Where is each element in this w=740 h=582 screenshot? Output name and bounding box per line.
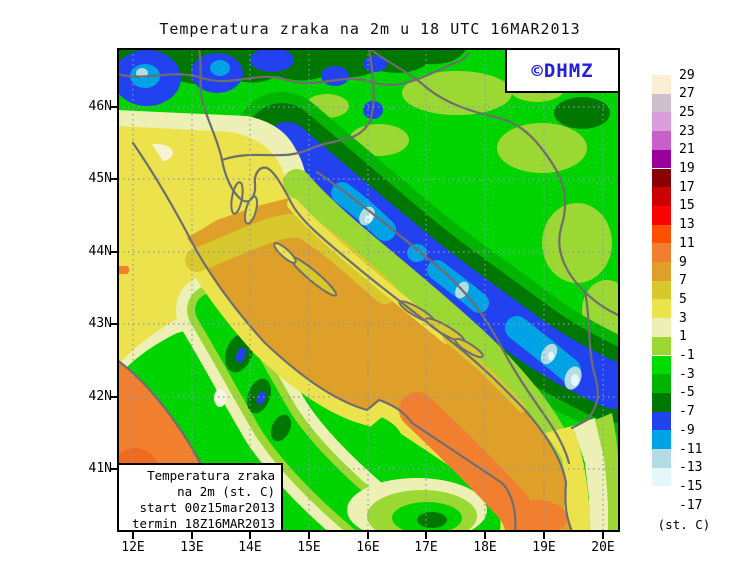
sea-orange-band <box>399 392 567 531</box>
colorbar-swatch <box>652 318 671 337</box>
colorbar-swatch <box>652 243 671 262</box>
lat-label: 42N <box>88 389 112 404</box>
lon-tick <box>191 532 193 539</box>
run-info-line: Temperatura zraka <box>147 468 275 483</box>
colorbar-label: 17 <box>679 179 695 195</box>
lon-label: 19E <box>532 540 556 555</box>
lat-label: 41N <box>88 461 112 476</box>
alps-cold-spots <box>118 49 387 119</box>
colorbar-swatch <box>652 336 671 356</box>
colorbar-label: 21 <box>679 142 695 158</box>
lat-tick <box>110 468 117 470</box>
lon-label: 13E <box>180 540 204 555</box>
colorbar-swatch <box>652 131 671 150</box>
map-canvas <box>117 48 620 532</box>
dhmz-copyright-badge: ©DHMZ <box>505 48 620 93</box>
page-title: Temperatura zraka na 2m u 18 UTC 16MAR20… <box>159 20 581 38</box>
lon-label: 15E <box>297 540 321 555</box>
colorbar-label: 13 <box>679 217 695 233</box>
lat-label: 45N <box>88 171 112 186</box>
dhmz-copyright-label: ©DHMZ <box>531 59 594 82</box>
colorbar-label: 23 <box>679 123 695 139</box>
lon-label: 12E <box>121 540 145 555</box>
colorbar-label: 27 <box>679 86 695 102</box>
run-info-line: na 2m (st. C) <box>177 484 275 499</box>
lon-tick <box>132 532 134 539</box>
lat-tick <box>110 396 117 398</box>
lon-label: 16E <box>356 540 380 555</box>
lat-label: 46N <box>88 99 112 114</box>
colorbar-label: -1 <box>679 348 695 363</box>
lat-tick <box>110 178 117 180</box>
lat-label: 43N <box>88 316 112 331</box>
colorbar-swatch <box>652 224 671 244</box>
colorbar-swatch <box>652 75 671 94</box>
colorbar-label: -5 <box>679 385 695 401</box>
colorbar-swatch <box>652 168 671 188</box>
colorbar-swatch <box>652 467 671 487</box>
lon-label: 20E <box>591 540 615 555</box>
lon-tick <box>308 532 310 539</box>
colorbar-label: -7 <box>679 404 695 420</box>
grid-lines <box>118 49 619 531</box>
colorbar-label: 9 <box>679 254 687 270</box>
map-art <box>118 49 619 531</box>
colorbar-swatch <box>652 280 671 300</box>
lat-tick <box>110 323 117 325</box>
colorbar-swatch <box>652 411 671 431</box>
run-info-box: Temperatura zraka na 2m (st. C) start 00z1… <box>117 463 283 532</box>
run-info-line: termin 18Z16MAR2013 <box>132 516 275 531</box>
colorbar-label: 25 <box>679 104 695 120</box>
map-frame <box>117 48 620 532</box>
colorbar-swatch <box>652 262 671 281</box>
colorbar-label: -11 <box>679 441 703 457</box>
colorbar-label: 5 <box>679 291 687 307</box>
lon-tick <box>602 532 604 539</box>
lon-label: 14E <box>238 540 262 555</box>
colorbar-swatch <box>652 112 671 132</box>
southeast-land-strips <box>545 413 619 531</box>
colorbar-label: 3 <box>679 310 687 326</box>
colorbar-swatch <box>652 93 671 113</box>
colorbar-swatch <box>652 299 671 319</box>
colorbar-label: 11 <box>679 235 695 251</box>
colorbar-swatch <box>652 449 671 468</box>
colorbar-label: -13 <box>679 460 703 476</box>
lon-tick <box>367 532 369 539</box>
colorbar-label: 7 <box>679 273 687 289</box>
lon-tick <box>249 532 251 539</box>
lon-tick <box>484 532 486 539</box>
colorbar-swatch <box>652 205 671 225</box>
colorbar-swatch <box>652 374 671 393</box>
dalmatia-hinterland-strip <box>283 169 583 482</box>
temperature-colorbar: 29 27 25 23 21 19 17 15 13 11 9 7 5 3 1 -1 -3 -5 -7 -9 -11 -1… <box>652 68 740 545</box>
colorbar-label: 29 <box>679 67 695 83</box>
colorbar-unit-label: (st. C) <box>657 517 711 533</box>
lon-tick <box>543 532 545 539</box>
lat-label: 44N <box>88 244 112 259</box>
colorbar-swatch <box>652 355 671 375</box>
colorbar-label: 15 <box>679 198 695 214</box>
colorbar-swatch <box>652 149 671 169</box>
colorbar-label: 19 <box>679 161 695 176</box>
south-italy-green <box>347 478 487 531</box>
colorbar-label: -17 <box>679 497 703 513</box>
colorbar-swatch <box>652 430 671 449</box>
lon-label: 18E <box>473 540 497 555</box>
lon-tick <box>425 532 427 539</box>
run-info-line: start 00z15mar2013 <box>139 500 275 515</box>
colorbar-label: 1 <box>679 329 687 345</box>
colorbar-swatch <box>652 392 671 412</box>
colorbar-swatch <box>652 187 671 206</box>
lon-label: 17E <box>414 540 438 555</box>
colorbar-label: -9 <box>679 422 695 438</box>
lat-tick <box>110 106 117 108</box>
colorbar-label: -3 <box>679 366 695 382</box>
lat-tick <box>110 251 117 253</box>
colorbar-label: -15 <box>679 478 703 494</box>
